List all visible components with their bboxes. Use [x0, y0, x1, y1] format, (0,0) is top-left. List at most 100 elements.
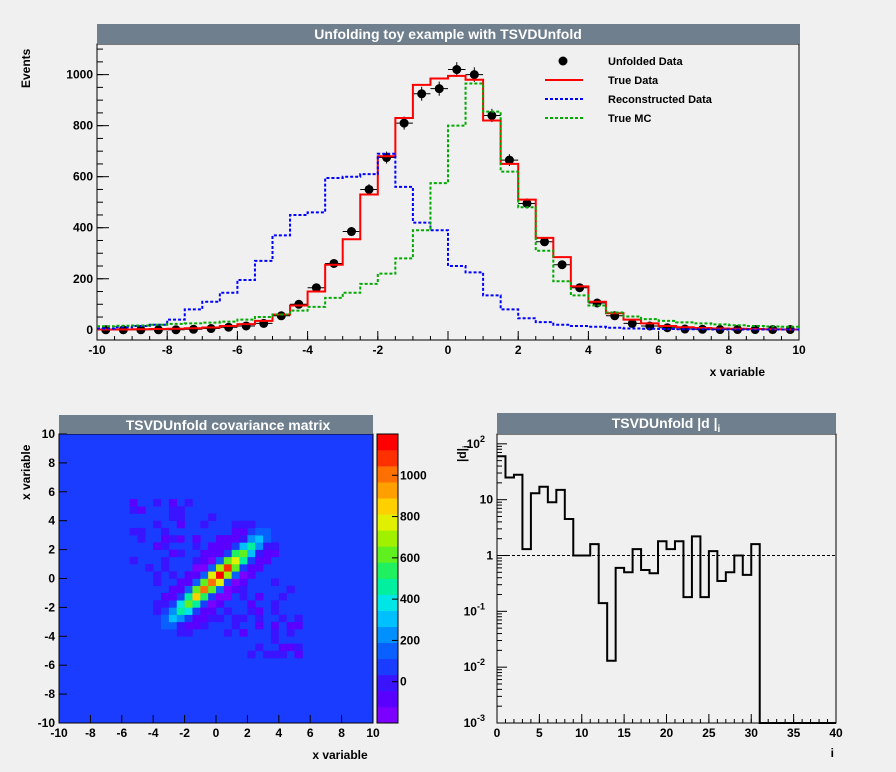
x-tick-label: 30: [745, 726, 759, 740]
heatmap-cell: [176, 614, 185, 623]
heatmap-cell: [161, 499, 170, 507]
heatmap-cell: [239, 564, 248, 572]
heatmap-cell: [161, 629, 170, 637]
heatmap-cell: [208, 585, 217, 594]
unfolding-title: Unfolding toy example with TSVDUnfold: [314, 26, 582, 42]
heatmap-cell: [200, 564, 209, 572]
colorbar-segment: [377, 530, 398, 547]
data-point: [311, 283, 321, 293]
heatmap-cell: [247, 556, 256, 565]
heatmap-cell: [184, 621, 193, 630]
x-tick-label: 25: [702, 726, 716, 740]
heatmap-cell: [278, 643, 287, 652]
data-point: [189, 324, 199, 334]
heatmap-cell: [208, 600, 217, 608]
data-point: [452, 65, 462, 75]
d-vector-title-main: TSVDUnfold |d |: [612, 415, 718, 431]
heatmap-cell: [161, 614, 170, 623]
data-point: [662, 323, 672, 333]
heatmap-cell: [184, 578, 193, 587]
heatmap-cell: [223, 621, 232, 630]
colorbar-tick-label: 600: [400, 551, 420, 565]
colorbar-segment: [377, 690, 398, 708]
heatmap-cell: [239, 542, 248, 550]
x-tick-label: 4: [585, 343, 592, 357]
colorbar-segment: [377, 498, 398, 515]
heatmap-cell: [231, 549, 240, 558]
x-tick-label: -8: [162, 343, 173, 357]
unfolding-series: [97, 62, 799, 335]
d-vector-plot-frame: [496, 433, 837, 724]
heatmap-cell: [278, 592, 287, 601]
heatmap-cell: [278, 621, 287, 630]
heatmap-cell: [200, 621, 209, 630]
heatmap-cell: [270, 549, 280, 558]
heatmap-cell: [137, 499, 146, 507]
heatmap-cell: [192, 542, 201, 550]
colorbar-frame: [376, 433, 399, 724]
heatmap-cell: [176, 592, 185, 601]
x-tick-label: -2: [179, 726, 190, 740]
heatmap-cell: [208, 513, 217, 521]
d-vector-title-bar: [497, 413, 836, 434]
heatmap-cell: [168, 535, 178, 543]
colorbar-tick-label: 800: [400, 510, 420, 524]
x-tick-label: 8: [338, 726, 345, 740]
heatmap-cell: [153, 520, 162, 529]
heatmap-cell: [208, 614, 217, 623]
heatmap-cell: [200, 549, 209, 558]
covariance-colorbar: 0 200 400 600 800 1000: [376, 433, 427, 724]
heatmap-cell: [192, 607, 201, 615]
data-point: [522, 198, 532, 208]
y-tick-exponent: -3: [477, 713, 485, 723]
y-tick-base: 10: [467, 437, 481, 451]
y-tick-base: 10: [464, 716, 478, 730]
d-vector-panel: TSVDUnfold |d |i i |d|i 0 5 10 15 20 25 30 35 40…: [455, 413, 843, 760]
heatmap-cell: [263, 607, 272, 615]
heatmap-cell: [192, 592, 201, 601]
heatmap-cell: [247, 571, 256, 579]
heatmap-cell: [192, 535, 201, 543]
heatmap-cell: [137, 506, 146, 514]
colorbar-segment: [377, 562, 398, 579]
unfolding-legend: Unfolded Data True Data Reconstructed Data…: [545, 56, 713, 125]
heatmap-cell: [231, 600, 240, 608]
unfolding-ylabel: Events: [19, 48, 33, 88]
legend-label: True Data: [608, 75, 659, 87]
heatmap-cell: [270, 513, 280, 521]
heatmap-cell: [223, 542, 232, 550]
y-tick-label: -4: [44, 629, 55, 643]
unfolding-axes: -10 -8 -6 -4 -2 0 2 4 6 8 10 0 200 400 600 800 1000: [66, 48, 806, 357]
heatmap-cell: [192, 578, 201, 587]
x-tick-label: 20: [660, 726, 674, 740]
heatmap-cell: [184, 629, 193, 637]
x-tick-label: 35: [787, 726, 801, 740]
covariance-ylabel: x variable: [19, 444, 33, 500]
y-tick-label: -2: [44, 600, 55, 614]
heatmap-cell: [239, 556, 248, 565]
heatmap-cell: [294, 643, 303, 652]
heatmap-cell: [255, 607, 264, 615]
data-point: [469, 70, 479, 80]
heatmap-cell: [270, 621, 280, 630]
heatmap-cell: [216, 592, 225, 601]
d-vector-ylabel: |d|i: [455, 445, 471, 462]
heatmap-cell: [208, 564, 217, 572]
colorbar-segment: [377, 626, 398, 644]
y-tick-label: 0: [86, 323, 93, 337]
heatmap-cell: [216, 535, 225, 543]
heatmap-cell: [192, 614, 201, 623]
x-tick-label: 8: [725, 343, 732, 357]
heatmap-cell: [255, 643, 264, 652]
y-tick-label: 0: [48, 572, 55, 586]
heatmap-cell: [153, 499, 162, 507]
heatmap-cell: [278, 513, 287, 521]
heatmap-cell: [184, 499, 193, 507]
heatmap-cell: [145, 629, 154, 637]
heatmap-cell: [161, 542, 170, 550]
heatmap-cell: [145, 636, 154, 644]
heatmap-cell: [192, 600, 201, 608]
heatmap-cell: [231, 621, 240, 630]
heatmap-cell: [255, 549, 264, 558]
